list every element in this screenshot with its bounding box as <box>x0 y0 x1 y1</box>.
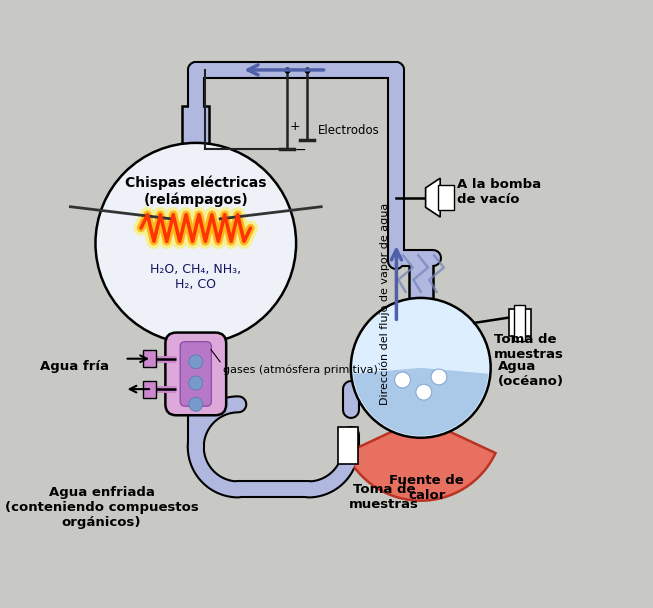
Circle shape <box>416 384 432 400</box>
FancyBboxPatch shape <box>143 350 156 367</box>
Text: Agua fría: Agua fría <box>40 360 108 373</box>
FancyBboxPatch shape <box>509 309 531 336</box>
Circle shape <box>351 298 490 438</box>
Text: Fuente de
calor: Fuente de calor <box>389 474 464 502</box>
Circle shape <box>189 376 203 390</box>
FancyBboxPatch shape <box>143 381 156 398</box>
Circle shape <box>394 372 410 388</box>
Text: Electrodos: Electrodos <box>318 124 380 137</box>
Text: Dirección del flujo de vapor de agua: Dirección del flujo de vapor de agua <box>379 203 389 405</box>
Text: gases (atmósfera primitiva): gases (atmósfera primitiva) <box>223 365 378 375</box>
Wedge shape <box>346 418 496 501</box>
FancyBboxPatch shape <box>165 333 226 415</box>
Text: Toma de
muestras: Toma de muestras <box>494 333 564 361</box>
Text: −: − <box>295 143 306 157</box>
Text: Toma de
muestras: Toma de muestras <box>349 483 419 511</box>
FancyBboxPatch shape <box>514 305 526 341</box>
FancyBboxPatch shape <box>438 185 454 210</box>
FancyBboxPatch shape <box>180 342 212 406</box>
Circle shape <box>189 355 203 368</box>
Text: Agua
(océano): Agua (océano) <box>498 360 564 388</box>
Circle shape <box>95 143 296 344</box>
Circle shape <box>431 369 447 385</box>
Polygon shape <box>426 178 440 217</box>
FancyBboxPatch shape <box>338 427 357 464</box>
Text: A la bomba
de vacío: A la bomba de vacío <box>457 178 541 206</box>
Wedge shape <box>353 368 488 436</box>
Text: Chispas eléctricas
(relámpagos): Chispas eléctricas (relámpagos) <box>125 176 266 207</box>
FancyBboxPatch shape <box>182 340 209 380</box>
FancyBboxPatch shape <box>409 255 433 301</box>
Text: H₂O, CH₄, NH₃,
H₂, CO: H₂O, CH₄, NH₃, H₂, CO <box>150 263 242 291</box>
Text: +: + <box>289 120 300 133</box>
Text: Agua enfriada
(conteniendo compuestos
orgánicos): Agua enfriada (conteniendo compuestos or… <box>5 486 199 530</box>
FancyBboxPatch shape <box>182 106 209 146</box>
Circle shape <box>189 398 203 412</box>
